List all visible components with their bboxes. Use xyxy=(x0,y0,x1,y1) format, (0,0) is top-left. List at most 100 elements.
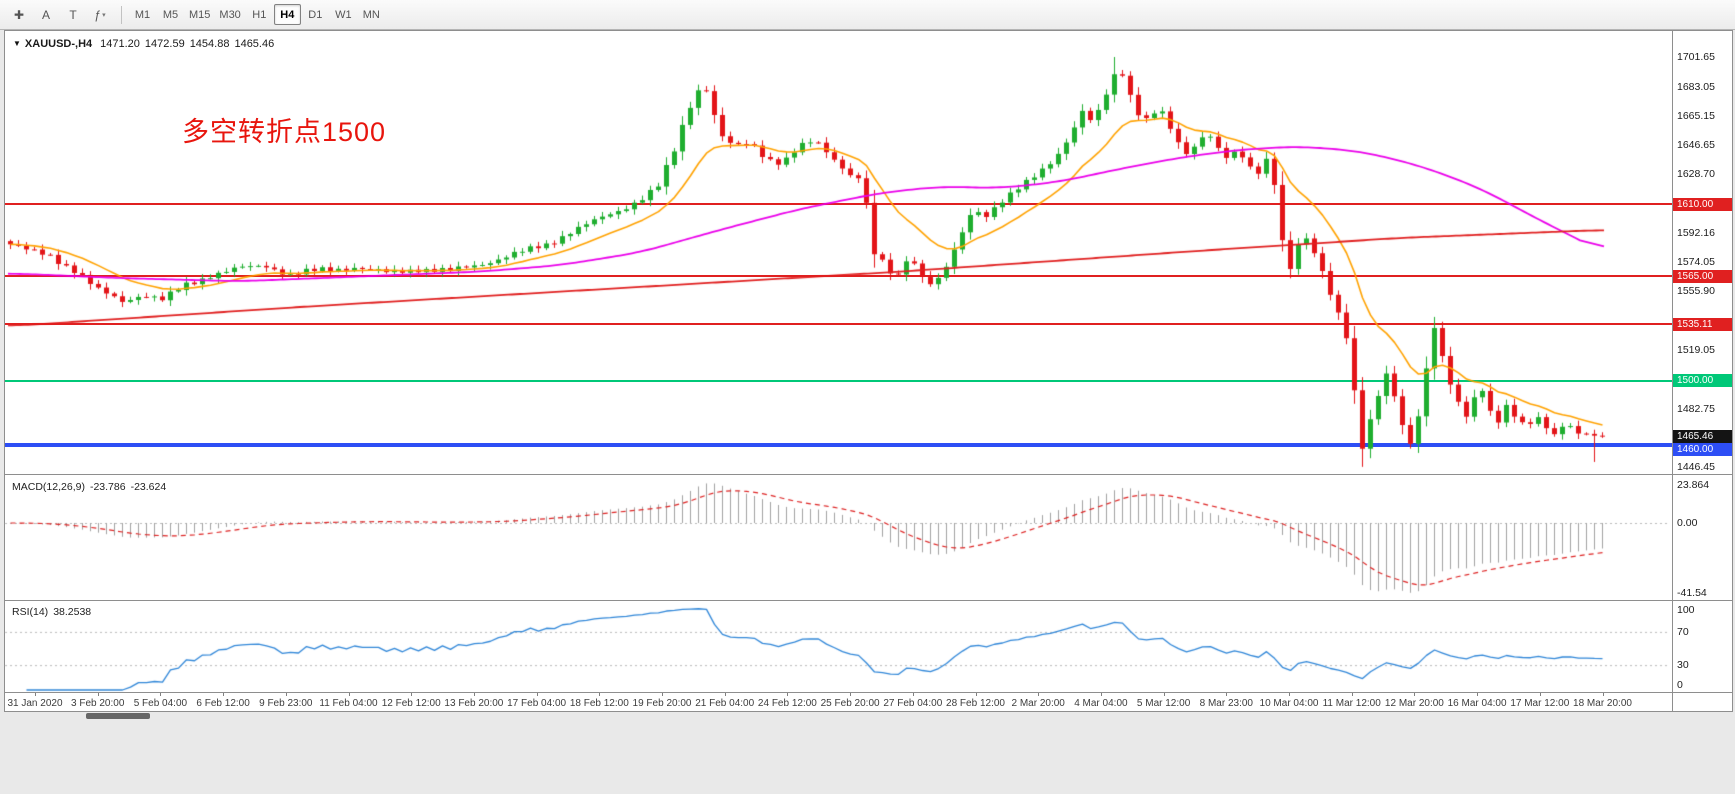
time-axis-label: 17 Mar 12:00 xyxy=(1510,698,1570,709)
symbol-label: XAUUSD-,H4 xyxy=(24,38,93,50)
price-tag-1460.00: 1460.00 xyxy=(1673,442,1732,456)
time-tick xyxy=(1226,693,1228,696)
time-tick xyxy=(1539,693,1541,696)
time-axis-label: 4 Mar 04:00 xyxy=(1074,698,1128,709)
time-axis-label: 5 Feb 04:00 xyxy=(133,698,188,709)
indicators-dropdown[interactable]: ƒ ▾ xyxy=(87,4,113,26)
price-axis-label: 1592.16 xyxy=(1677,226,1715,239)
time-axis-label: 17 Feb 04:00 xyxy=(507,698,567,709)
chart-symbol-ohlc: ▼ XAUUSD-,H4 1471.20 1472.59 1454.88 1465.46 xyxy=(13,38,279,50)
time-tick xyxy=(285,693,287,696)
timeframes-group: M1 M5 M15 M30 H1 H4 D1 W1 MN xyxy=(129,4,386,25)
timeframe-D1[interactable]: D1 xyxy=(308,8,323,21)
time-axis-label: 27 Feb 04:00 xyxy=(883,698,943,709)
time-tick xyxy=(724,693,726,696)
time-axis-label: 31 Jan 2020 xyxy=(7,698,63,709)
time-axis-label: 5 Mar 12:00 xyxy=(1136,698,1191,709)
time-tick xyxy=(1414,693,1416,696)
price-axis-label: 1446.45 xyxy=(1677,460,1715,473)
time-axis-label: 21 Feb 04:00 xyxy=(695,698,755,709)
rsi-scale-label: 30 xyxy=(1677,659,1689,672)
time-axis-label: 13 Feb 20:00 xyxy=(444,698,504,709)
symbol-marker-icon: ▼ xyxy=(13,39,21,48)
time-tick xyxy=(1289,693,1290,696)
price-tag-1465.46: 1465.46 xyxy=(1673,429,1732,443)
macd-scale-label: 0.00 xyxy=(1677,517,1698,529)
timeframe-M30[interactable]: M30 xyxy=(219,8,241,21)
rsi-scale-label: 0 xyxy=(1677,679,1683,691)
timeframe-W1[interactable]: W1 xyxy=(335,8,352,21)
crosshair-tool-icon: ✚ xyxy=(13,7,25,22)
time-axis-label: 9 Feb 23:00 xyxy=(259,698,313,709)
time-axis-label: 24 Feb 12:00 xyxy=(757,698,817,709)
h-scrollbar-thumb[interactable] xyxy=(86,713,150,719)
timeframe-H1[interactable]: H1 xyxy=(252,8,267,21)
time-tick xyxy=(599,693,601,696)
h-scrollbar[interactable] xyxy=(4,712,1733,720)
pane-divider-macd-rsi[interactable] xyxy=(4,600,1733,601)
time-tick xyxy=(787,693,789,696)
text-tool-icon: A xyxy=(41,7,50,22)
chart-annotation-text[interactable]: 多空转折点1500 xyxy=(182,117,387,147)
macd-header: MACD(12,26,9) -23.786 -23.624 xyxy=(12,481,171,493)
time-axis-label: 11 Feb 04:00 xyxy=(319,698,378,709)
macd-value-signal: -23.624 xyxy=(130,481,167,493)
price-axis-label: 1628.70 xyxy=(1677,168,1715,181)
time-axis-label: 25 Feb 20:00 xyxy=(820,698,880,709)
macd-label: MACD(12,26,9) xyxy=(12,481,85,493)
text-label-tool[interactable]: T xyxy=(60,4,86,26)
time-tick xyxy=(348,693,350,696)
text-label-tool-icon: T xyxy=(69,7,77,22)
price-axis-label: 1574.05 xyxy=(1677,255,1715,268)
time-axis-label: 18 Feb 12:00 xyxy=(569,698,629,709)
time-tick xyxy=(411,693,413,696)
time-tick xyxy=(1602,693,1604,696)
price-axis-separator xyxy=(1672,31,1673,711)
rsi-scale-label: 70 xyxy=(1677,625,1689,638)
timeframe-MN[interactable]: MN xyxy=(362,8,380,21)
time-tick xyxy=(1351,693,1353,696)
price-tag-1500.00: 1500.00 xyxy=(1673,374,1732,388)
time-axis-label: 12 Mar 20:00 xyxy=(1384,698,1444,709)
crosshair-tool[interactable]: ✚ xyxy=(6,4,32,26)
macd-value-main: -23.786 xyxy=(89,481,126,493)
timeframe-H4[interactable]: H4 xyxy=(273,4,301,25)
ohlc-high: 1472.59 xyxy=(144,38,185,50)
rsi-header: RSI(14) 38.2538 xyxy=(12,606,96,618)
time-tick xyxy=(912,693,914,696)
timeframe-M1[interactable]: M1 xyxy=(134,8,151,21)
time-tick xyxy=(975,693,977,696)
time-axis-label: 3 Feb 20:00 xyxy=(71,698,125,709)
rsi-label: RSI(14) xyxy=(12,606,49,618)
timeframe-M15[interactable]: M15 xyxy=(189,8,211,21)
time-axis-label: 19 Feb 20:00 xyxy=(632,698,692,709)
price-tag-1610.00: 1610.00 xyxy=(1673,197,1732,211)
pane-divider-main-macd[interactable] xyxy=(4,474,1733,475)
time-axis-label: 8 Mar 23:00 xyxy=(1199,698,1253,709)
macd-scale-label: 23.864 xyxy=(1677,479,1710,491)
time-axis-label: 10 Mar 04:00 xyxy=(1259,698,1319,709)
text-tool[interactable]: A xyxy=(33,4,59,26)
price-axis-label: 1646.65 xyxy=(1677,139,1715,152)
timeframe-M5[interactable]: M5 xyxy=(162,8,179,21)
rsi-scale-label: 100 xyxy=(1677,604,1695,616)
price-tag-1535.11: 1535.11 xyxy=(1673,317,1732,331)
time-axis-label: 2 Mar 20:00 xyxy=(1011,698,1065,709)
time-tick xyxy=(1477,693,1479,696)
price-axis-label: 1701.65 xyxy=(1677,51,1715,63)
price-axis-label: 1665.15 xyxy=(1677,109,1715,122)
indicators-dropdown-icon: ƒ xyxy=(94,7,102,22)
time-tick xyxy=(35,693,36,696)
time-axis-label: 6 Feb 12:00 xyxy=(196,698,250,709)
time-tick xyxy=(473,693,475,696)
time-tick xyxy=(1100,693,1102,696)
pane-divider-rsi-time xyxy=(4,692,1733,693)
toolbar-separator xyxy=(121,5,122,24)
